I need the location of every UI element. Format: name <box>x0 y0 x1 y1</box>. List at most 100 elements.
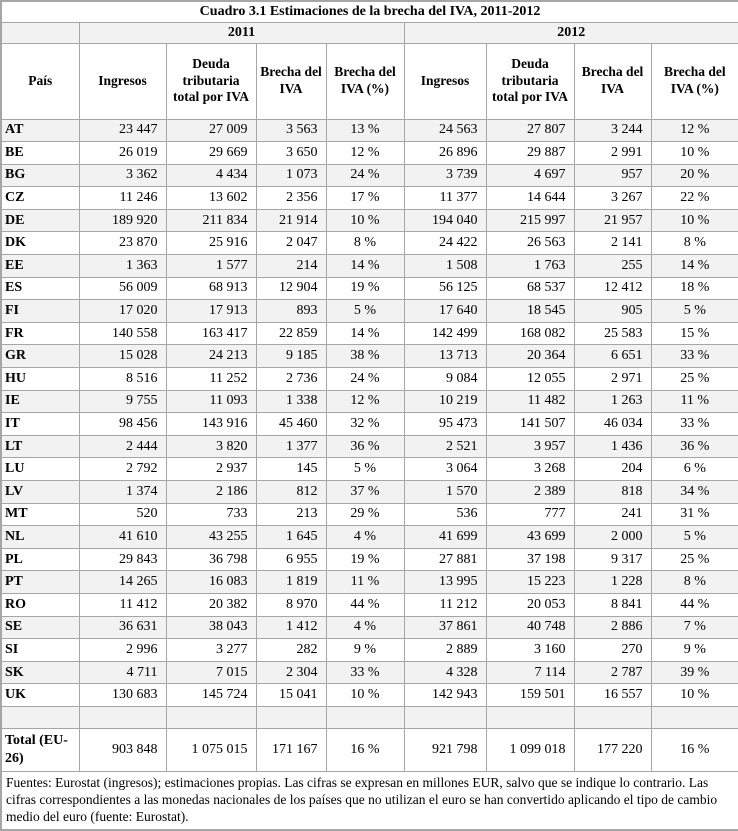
data-cell: 130 683 <box>78 683 167 707</box>
data-cell: 1 645 <box>255 525 327 549</box>
data-cell: 36 798 <box>165 547 257 572</box>
data-cell: 13 % <box>325 118 405 143</box>
total-brecha-pct-2011: 16 % <box>325 727 405 772</box>
country-code: DK <box>0 231 80 256</box>
country-code: NL <box>0 525 80 549</box>
data-cell: 36 % <box>650 434 738 459</box>
data-cell: 25 % <box>650 367 738 391</box>
year-group-row: 2011 2012 <box>0 21 738 44</box>
country-code: HU <box>0 367 80 391</box>
data-cell: 14 265 <box>78 570 167 594</box>
data-cell: 3 267 <box>573 186 652 210</box>
data-cell: 189 920 <box>78 208 167 233</box>
data-cell: 22 % <box>650 186 738 210</box>
data-cell: 33 % <box>325 660 405 685</box>
data-cell: 159 501 <box>485 683 575 707</box>
data-cell: 41 699 <box>403 525 487 549</box>
data-cell: 18 % <box>650 276 738 301</box>
country-code: SK <box>0 660 80 685</box>
data-cell: 36 631 <box>78 615 167 640</box>
total-brecha-2012: 177 220 <box>573 727 652 772</box>
year-2012-header: 2012 <box>403 21 738 44</box>
data-cell: 37 198 <box>485 547 575 572</box>
data-cell: 2 389 <box>485 480 575 504</box>
country-code: PT <box>0 570 80 594</box>
country-code: DE <box>0 208 80 233</box>
data-cell: 9 755 <box>78 389 167 414</box>
table-row: LV 1 374 2 186 812 37 % 1 570 2 389 818 34 % <box>0 480 738 504</box>
data-cell: 11 412 <box>78 592 167 617</box>
data-cell: 3 064 <box>403 457 487 481</box>
data-cell: 8 841 <box>573 592 652 617</box>
data-cell: 32 % <box>325 412 405 436</box>
data-cell: 33 % <box>650 412 738 436</box>
data-cell: 36 % <box>325 434 405 459</box>
data-cell: 1 436 <box>573 434 652 459</box>
data-cell: 255 <box>573 254 652 278</box>
data-cell: 38 % <box>325 344 405 369</box>
data-cell: 2 736 <box>255 367 327 391</box>
data-cell: 214 <box>255 254 327 278</box>
data-cell: 11 % <box>325 570 405 594</box>
data-cell: 5 % <box>650 299 738 323</box>
data-cell: 282 <box>255 638 327 662</box>
data-cell: 142 943 <box>403 683 487 707</box>
data-cell: 141 507 <box>485 412 575 436</box>
column-header-row: País Ingresos Deuda tributaria total por… <box>0 42 738 120</box>
data-cell: 1 228 <box>573 570 652 594</box>
data-cell: 9 084 <box>403 367 487 391</box>
data-cell: 17 913 <box>165 299 257 323</box>
total-ingresos-2011: 903 848 <box>78 727 167 772</box>
title-row: Cuadro 3.1 Estimaciones de la brecha del… <box>0 0 738 23</box>
data-cell: 8 970 <box>255 592 327 617</box>
data-cell: 24 213 <box>165 344 257 369</box>
data-cell: 2 141 <box>573 231 652 256</box>
country-code: BG <box>0 163 80 188</box>
data-cell: 39 % <box>650 660 738 685</box>
table-row: SK 4 711 7 015 2 304 33 % 4 328 7 114 2 787 39 % <box>0 660 738 685</box>
table-row: CZ 11 246 13 602 2 356 17 % 11 377 14 644 3 267… <box>0 186 738 210</box>
data-cell: 27 009 <box>165 118 257 143</box>
data-cell: 733 <box>165 502 257 527</box>
data-cell: 1 412 <box>255 615 327 640</box>
col-header-deuda-2011: Deuda tributaria total por IVA <box>165 42 257 120</box>
data-cell: 905 <box>573 299 652 323</box>
data-cell: 12 055 <box>485 367 575 391</box>
year-spacer-cell <box>0 21 80 44</box>
col-header-pais: País <box>0 42 80 120</box>
data-cell: 25 % <box>650 547 738 572</box>
data-cell: 14 644 <box>485 186 575 210</box>
data-cell: 1 508 <box>403 254 487 278</box>
col-header-deuda-2012: Deuda tributaria total por IVA <box>485 42 575 120</box>
data-cell: 2 971 <box>573 367 652 391</box>
col-header-brecha-2012: Brecha del IVA <box>573 42 652 120</box>
data-cell: 14 % <box>325 321 405 346</box>
data-cell: 25 583 <box>573 321 652 346</box>
data-cell: 15 223 <box>485 570 575 594</box>
data-cell: 2 186 <box>165 480 257 504</box>
table-row: UK 130 683 145 724 15 041 10 % 142 943 159 501… <box>0 683 738 707</box>
table-row: LU 2 792 2 937 145 5 % 3 064 3 268 204 6 % <box>0 457 738 481</box>
country-code: EE <box>0 254 80 278</box>
data-cell: 10 % <box>650 208 738 233</box>
data-cell: 46 034 <box>573 412 652 436</box>
table-row: LT 2 444 3 820 1 377 36 % 2 521 3 957 1 436 36 % <box>0 434 738 459</box>
data-cell: 2 886 <box>573 615 652 640</box>
data-cell: 9 317 <box>573 547 652 572</box>
data-cell: 11 246 <box>78 186 167 210</box>
data-cell: 21 914 <box>255 208 327 233</box>
table-row: BG 3 362 4 434 1 073 24 % 3 739 4 697 957 20 % <box>0 163 738 188</box>
data-cell: 1 263 <box>573 389 652 414</box>
table-row: MT 520 733 213 29 % 536 777 241 31 % <box>0 502 738 527</box>
data-cell: 5 % <box>325 457 405 481</box>
data-cell: 2 000 <box>573 525 652 549</box>
data-cell: 16 083 <box>165 570 257 594</box>
data-cell: 21 957 <box>573 208 652 233</box>
data-cell: 37 861 <box>403 615 487 640</box>
data-cell: 24 % <box>325 367 405 391</box>
data-cell: 29 669 <box>165 141 257 165</box>
table-row: EE 1 363 1 577 214 14 % 1 508 1 763 255 14 % <box>0 254 738 278</box>
table-row: PT 14 265 16 083 1 819 11 % 13 995 15 223 1 228… <box>0 570 738 594</box>
data-cell: 19 % <box>325 276 405 301</box>
